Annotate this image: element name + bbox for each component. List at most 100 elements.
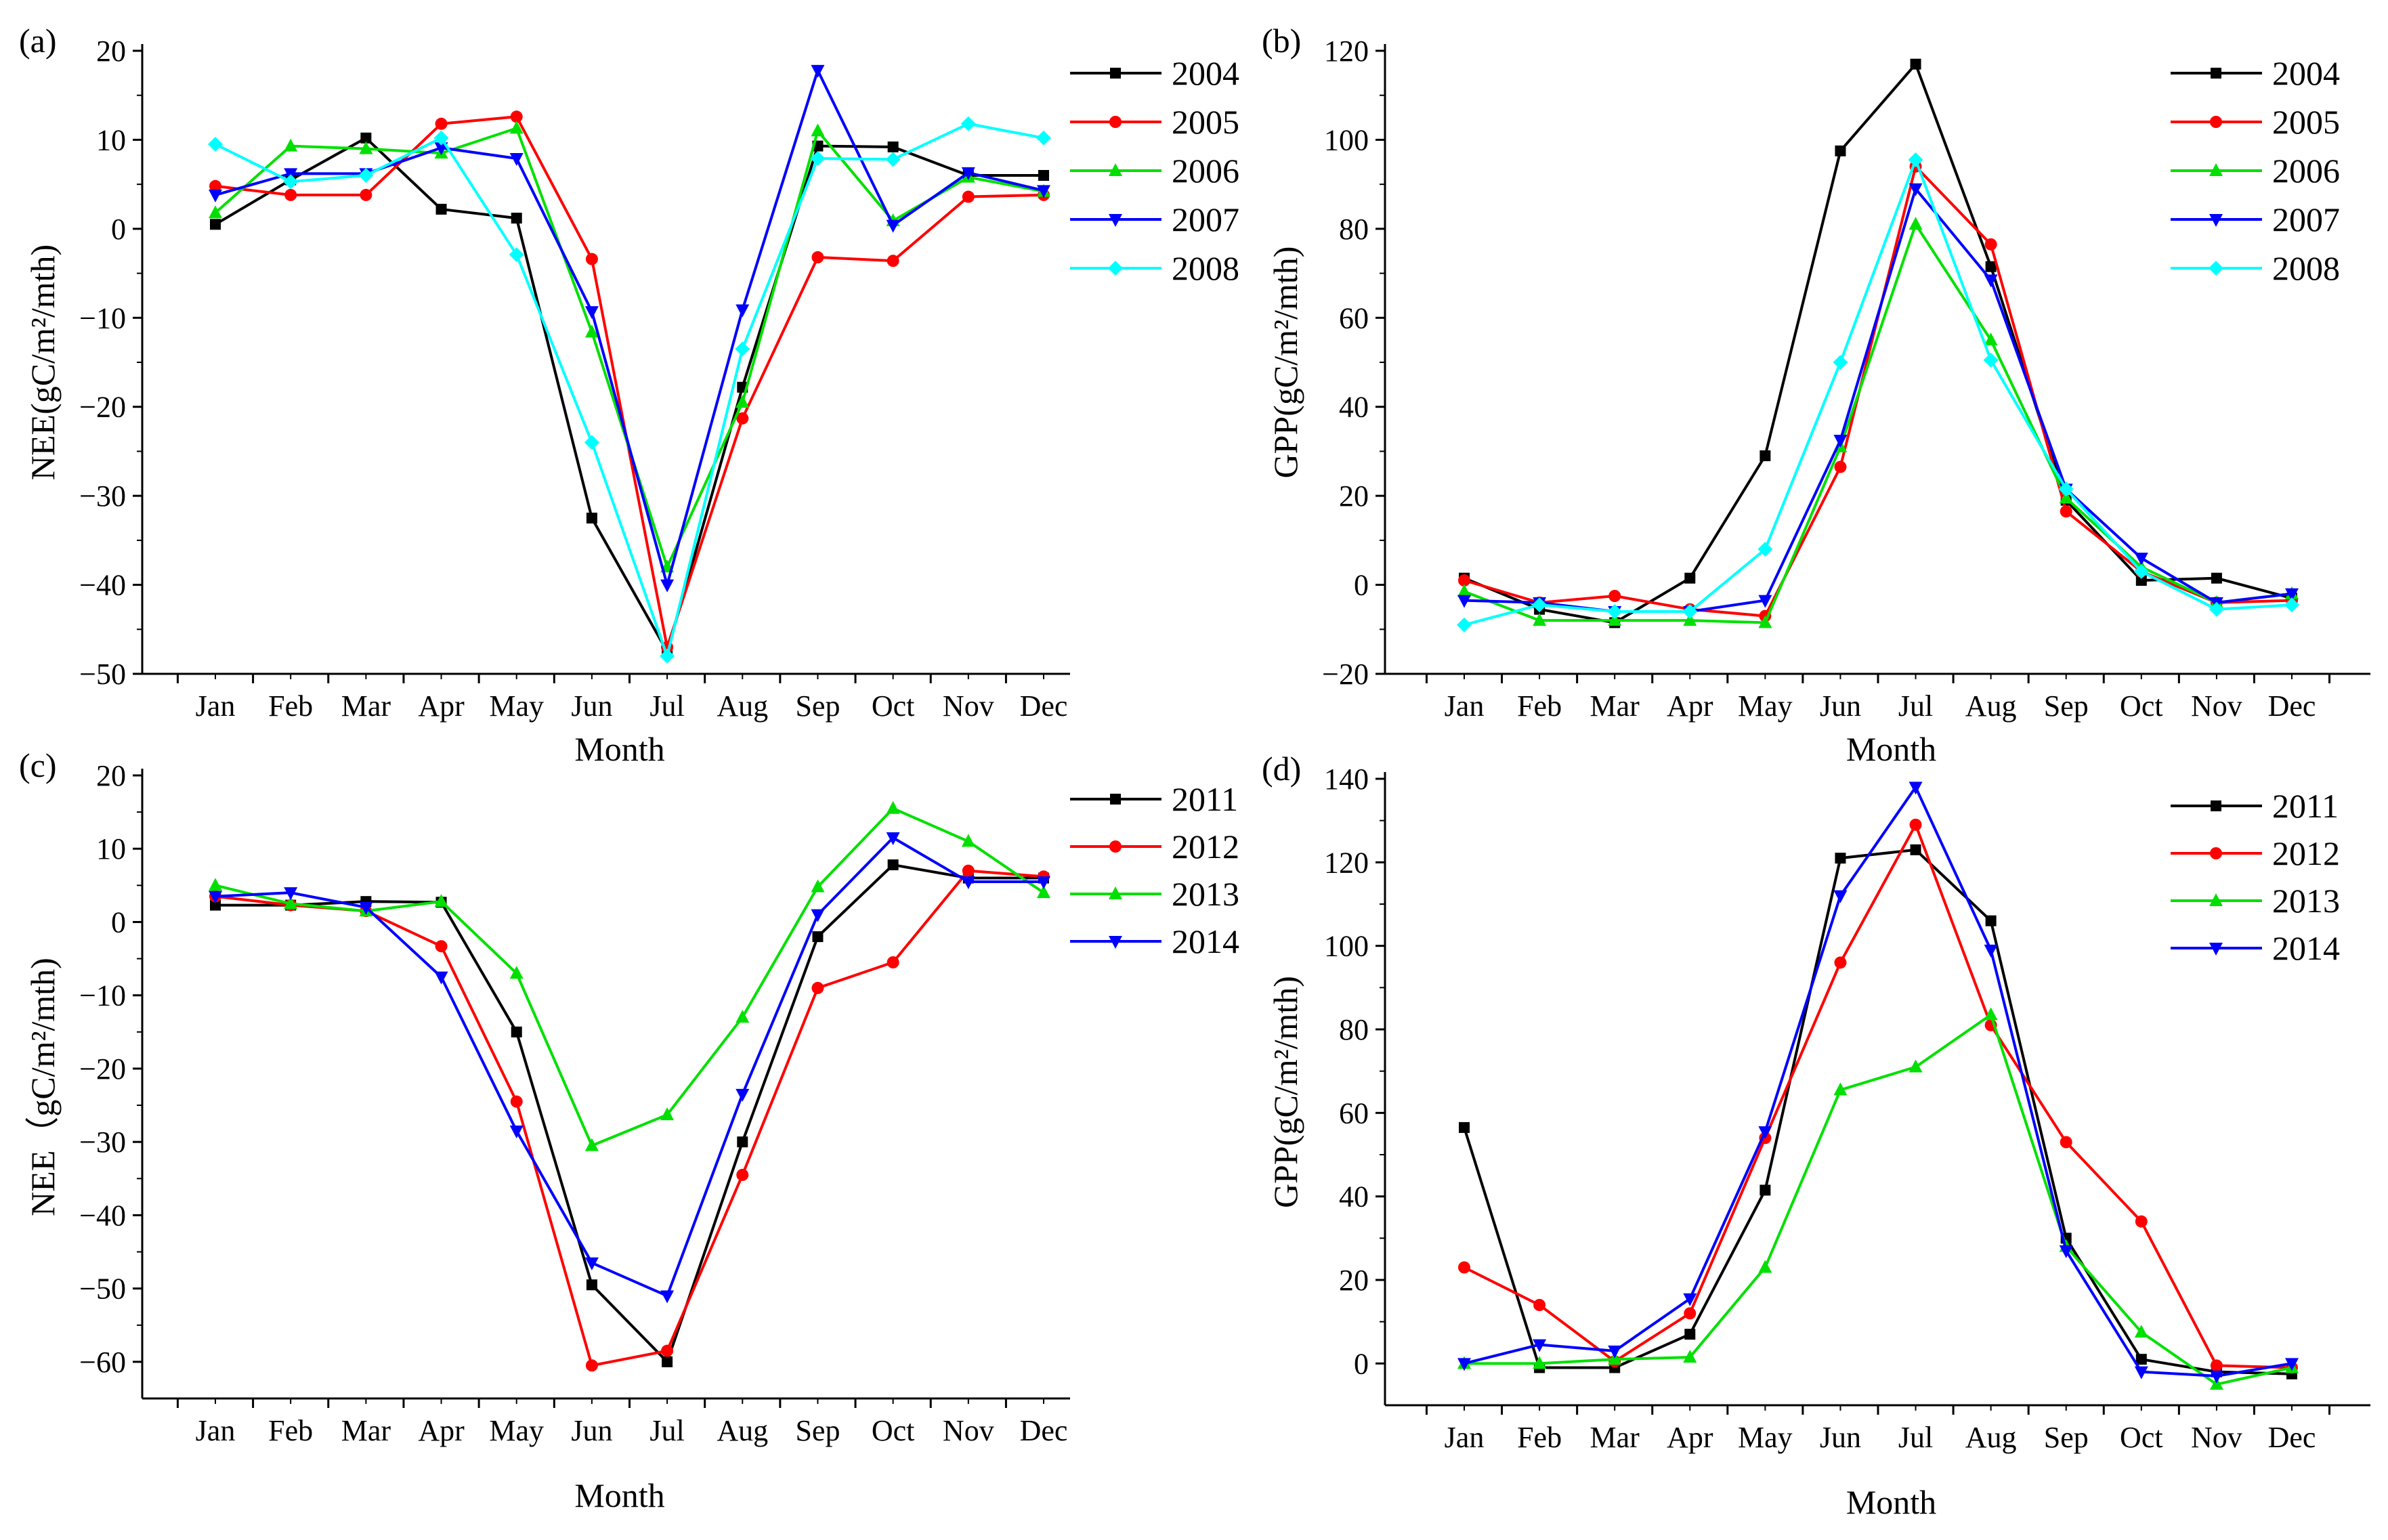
series-line-b-2007 (1464, 187, 2293, 613)
data-point-a-2008 (735, 341, 750, 357)
legend-entry-a-2004: 2004 (1070, 54, 1239, 92)
series-line-b-2004 (1464, 62, 2293, 624)
legend-label-a: 2007 (1172, 200, 1239, 238)
legend-entry-b-2007: 2007 (2171, 200, 2340, 238)
data-point-a-2004 (435, 203, 447, 215)
data-point-d-2014 (1758, 1126, 1772, 1140)
data-point-b-2006 (1984, 333, 1998, 346)
x-axis-title-b: Month (1846, 730, 1936, 768)
series-line-b-2006 (1464, 223, 2293, 624)
x-tick-label-b: Jul (1898, 689, 1933, 723)
data-point-c-2014 (209, 891, 222, 904)
data-point-b-2008 (2058, 482, 2074, 497)
data-point-b-2007 (1984, 274, 1998, 288)
data-point-c-2014 (961, 876, 975, 889)
data-point-c-2014 (509, 1125, 524, 1138)
data-point-c-2012 (585, 1359, 598, 1372)
x-tick-label-c: Feb (268, 1414, 313, 1447)
data-point-b-2006 (1909, 217, 1923, 230)
data-point-a-2008 (358, 168, 374, 183)
data-point-a-2006 (209, 205, 222, 219)
x-tick-label-d: Jan (1445, 1421, 1485, 1454)
data-point-d-2013 (1683, 1350, 1697, 1363)
series-d-2013 (1457, 1007, 2299, 1390)
data-point-d-2014 (2059, 1245, 2073, 1258)
y-tick-label-b: 80 (1339, 213, 1369, 246)
x-tick-label-d: Mar (1590, 1421, 1640, 1454)
y-tick-label-a: −10 (79, 301, 126, 335)
data-point-a-2008 (208, 137, 223, 152)
legend-label-c: 2014 (1172, 922, 1239, 960)
data-point-a-2007 (209, 189, 222, 202)
series-d-2011 (1459, 844, 2297, 1379)
data-point-c-2013 (961, 834, 975, 847)
data-point-c-2013 (811, 879, 825, 893)
data-point-d-2014 (1833, 890, 1848, 903)
data-point-a-2004 (586, 513, 597, 523)
legend-label-b: 2004 (2272, 54, 2340, 92)
series-d-2014 (1457, 782, 2299, 1384)
data-point-c-2012 (887, 956, 899, 968)
legend-marker-a (1108, 261, 1123, 276)
legend-entry-c-2013: 2013 (1070, 875, 1239, 913)
x-tick-label-b: Nov (2191, 689, 2242, 723)
legend-label-d: 2011 (2272, 787, 2339, 825)
data-point-d-2013 (1984, 1007, 1998, 1021)
legend-entry-b-2005: 2005 (2171, 103, 2340, 141)
legend-entry-a-2008: 2008 (1070, 249, 1239, 287)
x-tick-label-b: Jun (1820, 689, 1861, 723)
series-line-d-2011 (1463, 848, 2293, 1375)
y-tick-label-b: 0 (1354, 569, 1369, 602)
data-point-c-2012 (510, 1095, 523, 1108)
series-line-a-2008 (215, 122, 1044, 658)
series-b-2006 (1457, 217, 2299, 628)
data-point-c-2014 (660, 1290, 675, 1304)
data-point-c-2014 (359, 901, 373, 915)
y-tick-label-c: −20 (79, 1052, 126, 1086)
data-point-d-2012 (2210, 1359, 2223, 1372)
data-point-a-2005 (360, 188, 372, 201)
data-point-c-2013 (584, 1138, 599, 1151)
legend-marker-a (1109, 214, 1122, 227)
data-point-c-2011 (662, 1356, 673, 1367)
legend-entry-d-2013: 2013 (2171, 882, 2340, 920)
x-tick-label-a: Aug (717, 689, 768, 723)
legend-marker-a (1109, 116, 1122, 128)
data-point-a-2004 (210, 219, 221, 230)
data-point-b-2008 (1757, 542, 1773, 557)
y-tick-label-c: 0 (111, 905, 126, 939)
legend-label-a: 2005 (1172, 103, 1239, 141)
data-point-a-2008 (283, 174, 299, 190)
data-point-c-2014 (584, 1257, 599, 1270)
data-point-a-2006 (735, 395, 750, 408)
data-point-a-2007 (961, 167, 975, 181)
legend-entry-a-2006: 2006 (1070, 152, 1239, 190)
data-point-b-2007 (1909, 183, 1923, 196)
data-point-b-2007 (1758, 595, 1772, 608)
data-point-b-2007 (2285, 588, 2299, 601)
data-point-a-2007 (660, 579, 675, 593)
data-point-b-2008 (1908, 152, 1923, 167)
legend-marker-d (2209, 943, 2223, 956)
data-point-d-2011 (1459, 1121, 1470, 1133)
x-tick-label-a: Apr (418, 689, 465, 723)
y-tick-label-d: 140 (1324, 763, 1369, 796)
data-point-d-2012 (2135, 1215, 2148, 1228)
series-line-c-2014 (215, 836, 1044, 1298)
x-tick-label-c: Jan (196, 1414, 236, 1447)
data-point-c-2013 (735, 1010, 750, 1023)
data-point-c-2013 (660, 1107, 675, 1121)
data-point-a-2005 (887, 255, 899, 268)
data-point-b-2004 (2211, 572, 2222, 584)
data-point-b-2006 (1683, 613, 1697, 626)
legend-marker-b (2211, 68, 2221, 79)
legend-marker-c (1109, 840, 1122, 853)
data-point-a-2008 (433, 130, 449, 146)
y-tick-label-a: −40 (79, 569, 126, 602)
x-tick-label-b: Sep (2044, 689, 2089, 723)
data-point-a-2005 (585, 253, 598, 265)
data-point-a-2004 (511, 213, 522, 224)
x-tick-label-c: Jun (571, 1414, 612, 1447)
series-a-2005 (209, 110, 1050, 654)
legend-marker-a (1110, 68, 1121, 79)
